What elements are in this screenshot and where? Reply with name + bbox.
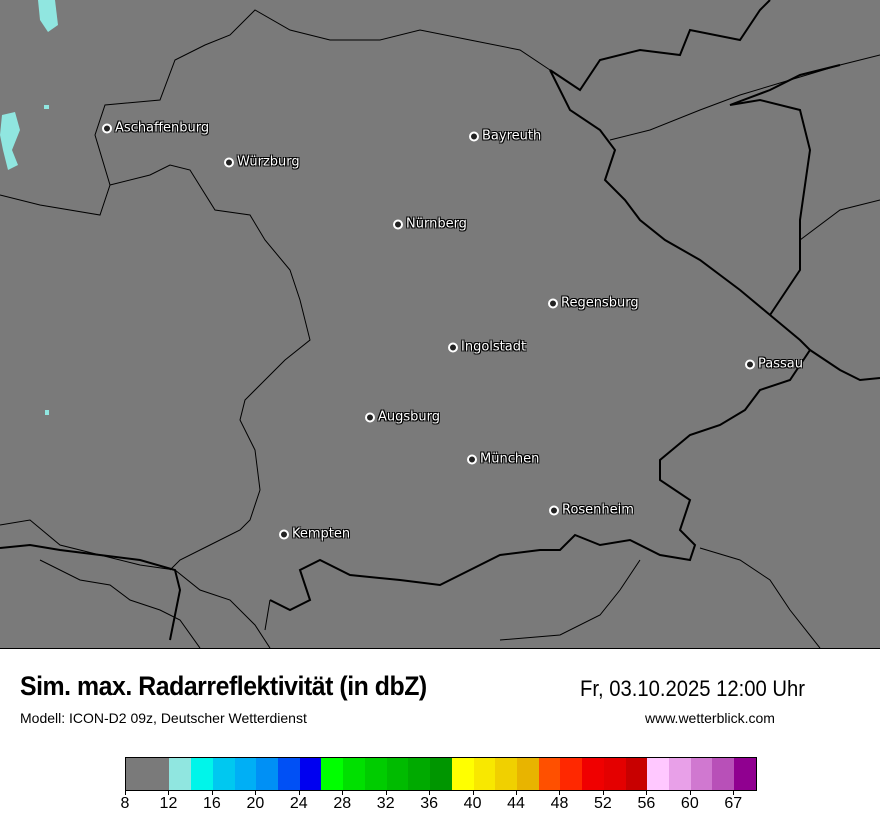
legend-tick: [342, 790, 344, 795]
legend-swatch: [234, 758, 257, 790]
legend-tick-label: 56: [637, 795, 656, 812]
legend-tick-label: 20: [246, 795, 265, 812]
city-label: Passau: [758, 356, 803, 372]
legend-tick-label: 16: [202, 795, 221, 812]
legend-tick: [125, 790, 126, 795]
legend-tick-label: 28: [333, 795, 352, 812]
legend-swatch: [516, 758, 539, 790]
legend-tick-label: 44: [507, 795, 525, 812]
city-label: Kempten: [292, 526, 351, 542]
city-label: Bayreuth: [482, 128, 542, 144]
legend-swatch: [495, 758, 517, 790]
city-marker: Kempten: [279, 527, 350, 542]
legend-swatch: [712, 758, 735, 790]
legend-swatch: [473, 758, 496, 790]
city-label: Ingolstadt: [461, 339, 527, 355]
city-label: Würzburg: [237, 154, 300, 170]
city-marker: Rosenheim: [549, 503, 634, 518]
legend-swatch: [603, 758, 626, 790]
city-dot-icon: [393, 219, 403, 229]
legend-tick-label: 60: [680, 795, 699, 812]
legend-swatch: [451, 758, 474, 790]
city-dot-icon: [365, 412, 375, 422]
legend-swatch: [256, 758, 279, 790]
legend-tick: [559, 790, 561, 795]
legend-tick: [385, 790, 387, 795]
legend-swatch: [625, 758, 648, 790]
city-marker: Nürnberg: [393, 217, 467, 232]
city-dot-icon: [549, 505, 559, 515]
color-legend: [125, 757, 757, 791]
legend-tick-label: 52: [594, 795, 612, 812]
legend-tick-label: 40: [463, 795, 482, 812]
legend-tick-label: 48: [550, 795, 569, 812]
website-link[interactable]: www.wetterblick.com: [645, 710, 775, 726]
city-dot-icon: [548, 298, 558, 308]
legend-tick: [472, 790, 474, 795]
legend-tick: [298, 790, 300, 795]
legend-tick: [168, 790, 170, 795]
legend-swatch: [408, 758, 431, 790]
radar-map: Aschaffenburg Würzburg Bayreuth Nürnberg Reg…: [0, 0, 880, 649]
legend-swatch: [582, 758, 604, 790]
legend-tick: [689, 790, 691, 795]
model-info: Modell: ICON-D2 09z, Deutscher Wetterdie…: [20, 710, 307, 726]
legend-swatch: [278, 758, 300, 790]
legend-swatch: [647, 758, 669, 790]
legend-tick: [646, 790, 648, 795]
legend-swatch: [690, 758, 713, 790]
legend-tick-label: 8: [120, 795, 130, 812]
city-label: München: [480, 451, 540, 467]
city-label: Nürnberg: [406, 216, 467, 232]
legend-tick-label: 24: [289, 795, 308, 812]
city-marker: Ingolstadt: [448, 340, 526, 355]
legend-swatch: [299, 758, 322, 790]
legend-swatch: [668, 758, 691, 790]
city-dot-icon: [448, 342, 458, 352]
city-label: Rosenheim: [562, 502, 634, 518]
legend-swatch: [364, 758, 387, 790]
legend-tick: [602, 790, 604, 795]
map-borders: [0, 0, 880, 648]
city-marker: Passau: [745, 357, 803, 372]
map-title: Sim. max. Radarreflektivität (in dbZ): [20, 671, 427, 701]
city-dot-icon: [745, 359, 755, 369]
legend-swatch: [212, 758, 235, 790]
city-marker: Bayreuth: [469, 129, 541, 144]
legend-tick: [516, 790, 518, 795]
legend-swatch: [386, 758, 409, 790]
legend-tick-label: 12: [159, 795, 178, 812]
city-label: Regensburg: [561, 295, 639, 311]
city-marker: Augsburg: [365, 410, 440, 425]
city-dot-icon: [279, 529, 289, 539]
legend-tick: [429, 790, 431, 795]
forecast-datetime: Fr, 03.10.2025 12:00 Uhr: [580, 676, 806, 701]
legend-tick: [733, 790, 735, 795]
legend-swatch: [343, 758, 365, 790]
legend-tick-label: 32: [376, 795, 395, 812]
legend-tick: [211, 790, 213, 795]
legend-swatch: [560, 758, 583, 790]
legend-swatch: [169, 758, 192, 790]
legend-swatch: [430, 758, 452, 790]
legend-swatch: [321, 758, 344, 790]
city-marker: Würzburg: [224, 155, 300, 170]
legend-swatch: [126, 758, 170, 790]
city-dot-icon: [469, 131, 479, 141]
legend-tick: [255, 790, 257, 795]
city-label: Augsburg: [378, 409, 441, 425]
city-dot-icon: [102, 123, 112, 133]
legend-tick-label: 67: [724, 795, 743, 812]
city-marker: Aschaffenburg: [102, 121, 209, 136]
legend-swatch: [734, 758, 756, 790]
legend-swatch: [538, 758, 561, 790]
legend-ticks: 8 12 16 20 24 28 32 36 40 44 48 52 56 60 67: [121, 790, 755, 820]
city-dot-icon: [224, 157, 234, 167]
city-marker: München: [467, 452, 539, 467]
city-marker: Regensburg: [548, 296, 639, 311]
city-label: Aschaffenburg: [115, 120, 210, 136]
legend-tick-label: 36: [420, 795, 439, 812]
legend-swatch: [191, 758, 213, 790]
city-dot-icon: [467, 454, 477, 464]
